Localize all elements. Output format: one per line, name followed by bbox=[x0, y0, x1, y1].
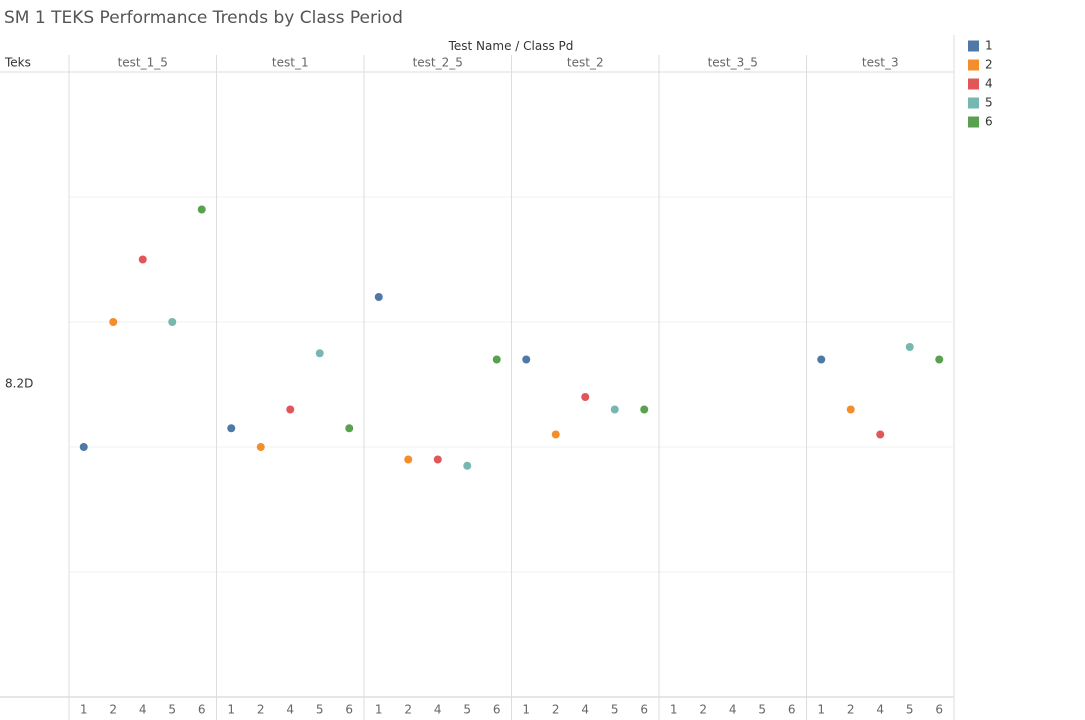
dot bbox=[876, 430, 885, 439]
x-tick-label: 4 bbox=[876, 703, 884, 717]
x-tick-label: 2 bbox=[257, 703, 265, 717]
separator: / bbox=[511, 39, 523, 53]
legend-label: 6 bbox=[985, 115, 993, 129]
x-tick-label: 2 bbox=[109, 703, 117, 717]
x-tick-label: 4 bbox=[139, 703, 147, 717]
dot bbox=[345, 424, 354, 433]
column-header-text: Test Name bbox=[448, 39, 512, 53]
dot bbox=[315, 349, 324, 358]
dot bbox=[109, 318, 118, 326]
panel-label: test_1_5 bbox=[118, 56, 168, 70]
row-header: Teks bbox=[4, 56, 31, 70]
x-tick-label: 6 bbox=[640, 703, 648, 717]
panel-label: test_2_5 bbox=[413, 56, 463, 70]
dot bbox=[433, 455, 442, 464]
dot bbox=[374, 293, 383, 301]
column-header: Test Name / Class Pd bbox=[448, 39, 574, 53]
dot bbox=[286, 405, 295, 414]
dot bbox=[522, 355, 531, 364]
x-tick-label: 1 bbox=[817, 703, 825, 717]
x-tick-label: 6 bbox=[345, 703, 353, 717]
dot bbox=[256, 443, 265, 451]
x-tick-label: 5 bbox=[168, 703, 176, 717]
legend-swatch bbox=[968, 97, 979, 109]
x-tick-label: 5 bbox=[758, 703, 766, 717]
x-tick-label: 1 bbox=[80, 703, 88, 717]
x-tick-label: 2 bbox=[847, 703, 855, 717]
x-tick-label: 4 bbox=[286, 703, 294, 717]
column-subheader-text: Class Pd bbox=[523, 39, 573, 53]
x-tick-label: 5 bbox=[316, 703, 324, 717]
x-tick-label: 5 bbox=[906, 703, 914, 717]
legend-label: 4 bbox=[985, 77, 993, 91]
dot bbox=[551, 430, 560, 439]
dot bbox=[935, 355, 944, 364]
x-tick-label: 4 bbox=[581, 703, 589, 717]
dot bbox=[138, 255, 147, 264]
panel-label: test_3 bbox=[862, 56, 899, 70]
dot bbox=[817, 355, 826, 364]
x-tick-label: 1 bbox=[375, 703, 383, 717]
chart-title: SM 1 TEKS Performance Trends by Class Pe… bbox=[4, 8, 403, 28]
dot bbox=[463, 461, 472, 470]
dot bbox=[581, 393, 590, 401]
legend-label: 5 bbox=[985, 96, 993, 110]
x-tick-label: 6 bbox=[198, 703, 206, 717]
x-tick-label: 4 bbox=[434, 703, 442, 717]
dot bbox=[905, 343, 914, 351]
dot bbox=[404, 455, 413, 464]
x-tick-label: 1 bbox=[227, 703, 235, 717]
dot bbox=[197, 205, 206, 214]
x-tick-label: 6 bbox=[493, 703, 501, 717]
x-tick-label: 5 bbox=[463, 703, 471, 717]
row-label: 8.2D bbox=[5, 377, 33, 391]
dot bbox=[168, 318, 177, 326]
x-tick-label: 6 bbox=[788, 703, 796, 717]
legend-swatch bbox=[968, 59, 979, 71]
legend-swatch bbox=[968, 78, 979, 90]
panel-label: test_2 bbox=[567, 56, 604, 70]
legend-swatch bbox=[968, 40, 979, 52]
x-tick-label: 4 bbox=[729, 703, 737, 717]
x-tick-label: 6 bbox=[935, 703, 943, 717]
x-tick-label: 2 bbox=[699, 703, 707, 717]
x-tick-label: 2 bbox=[404, 703, 412, 717]
panel-label: test_3_5 bbox=[708, 56, 758, 70]
x-tick-label: 2 bbox=[552, 703, 560, 717]
panel-label: test_1 bbox=[272, 56, 309, 70]
dot bbox=[492, 355, 501, 364]
dot bbox=[227, 424, 236, 433]
dot bbox=[610, 405, 619, 414]
x-tick-label: 1 bbox=[522, 703, 530, 717]
legend-swatch bbox=[968, 116, 979, 128]
x-tick-label: 1 bbox=[670, 703, 678, 717]
legend-label: 1 bbox=[985, 39, 993, 53]
dot bbox=[846, 405, 855, 414]
x-tick-label: 5 bbox=[611, 703, 619, 717]
dot bbox=[640, 405, 649, 414]
legend-label: 2 bbox=[985, 58, 993, 72]
dot bbox=[79, 443, 88, 451]
